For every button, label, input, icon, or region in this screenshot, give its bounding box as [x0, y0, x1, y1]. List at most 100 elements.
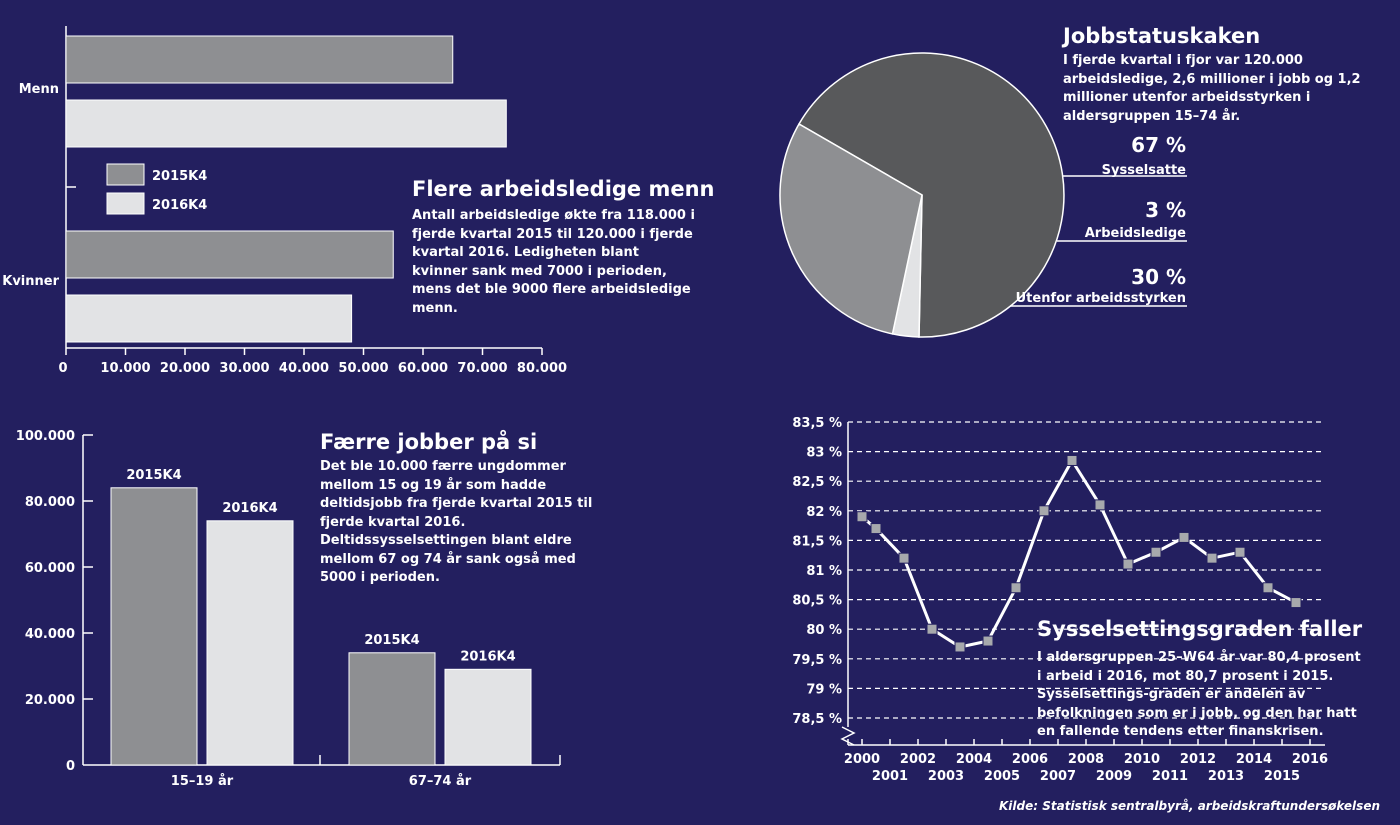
data-point-marker: [856, 511, 868, 523]
y-tick-label: 79,5 %: [792, 653, 842, 668]
x-tick-label: 2016: [1292, 752, 1328, 767]
x-tick-label: 2014: [1236, 752, 1272, 767]
x-tick-label: 2004: [956, 752, 992, 767]
x-tick-label: 40.000: [279, 361, 329, 376]
category-label: 15–19 år: [171, 774, 234, 789]
line-chart-text: I aldersgruppen 25–W64 år var 80,4 prose…: [1037, 650, 1361, 739]
data-point-marker: [1038, 505, 1050, 517]
pie-slice-percent: 30 %: [1131, 265, 1186, 289]
y-tick-label: 83 %: [806, 446, 842, 461]
y-tick-label: 82 %: [806, 505, 842, 520]
x-tick-label: 30.000: [219, 361, 269, 376]
data-point-marker: [1206, 552, 1218, 564]
part-time-chart-title: Færre jobber på si: [320, 430, 538, 454]
x-tick-label: 60.000: [398, 361, 448, 376]
x-tick-label: 2007: [1040, 769, 1076, 784]
bar-2015k4-0: [110, 487, 198, 766]
pie-slice-label: Sysselsatte: [1102, 163, 1187, 178]
pie-slice-percent: 3 %: [1145, 198, 1186, 222]
part-time-jobs-chart: 0 20.000 40.000 60.000 80.000 100.000 2015K4 20…: [16, 429, 561, 789]
pie-slice-sysselsatte: [797, 52, 1065, 338]
pie-slice-percent: 67 %: [1131, 133, 1186, 157]
y-tick-label: 80,5 %: [792, 594, 842, 609]
data-point-marker: [1122, 558, 1134, 570]
bar-2015k4-0: [65, 35, 454, 84]
legend-swatch: [106, 163, 145, 186]
x-tick-label: 2001: [872, 769, 908, 784]
y-tick-label: 82,5 %: [792, 475, 842, 490]
y-tick-label: 83,5 %: [792, 416, 842, 431]
bar-2016k4-0: [65, 99, 507, 148]
y-tick-label: 78,5 %: [792, 712, 842, 727]
line-chart-title: Sysselsettingsgraden faller: [1037, 617, 1363, 641]
data-point-marker: [1150, 546, 1162, 558]
x-tick-label: 2006: [1012, 752, 1048, 767]
employment-rate-line-chart: 78,5 % 79 % 79,5 % 80 % 80,5 % 81 % 81,5 % 82 %…: [792, 416, 1328, 784]
part-time-chart-text: Det ble 10.000 færre ungdommer mellom 15…: [320, 459, 593, 585]
x-tick-label: 2002: [900, 752, 936, 767]
category-label: Kvinner: [2, 274, 59, 289]
x-tick-label: 2009: [1096, 769, 1132, 784]
bar-2016k4-1: [65, 294, 353, 343]
x-tick-label: 80.000: [517, 361, 567, 376]
y-tick-label: 80.000: [25, 495, 75, 510]
y-tick-label: 60.000: [25, 561, 75, 576]
data-point-marker: [1094, 499, 1106, 511]
y-tick-label: 0: [66, 759, 75, 774]
y-tick-label: 80 %: [806, 623, 842, 638]
job-status-pie-chart: 67 % Sysselsatte 3 % Arbeidsledige 30 % Utenf…: [779, 52, 1187, 338]
unemployed-chart-text: Antall arbeidsledige økte fra 118.000 i …: [412, 208, 695, 316]
x-tick-label: 2000: [844, 752, 880, 767]
y-tick-label: 100.000: [16, 429, 75, 444]
data-point-marker: [926, 623, 938, 635]
data-point-marker: [1262, 582, 1274, 594]
bar-2016k4-1: [444, 668, 532, 766]
bar-series-label: 2016K4: [222, 501, 277, 516]
y-tick-label: 81,5 %: [792, 534, 842, 549]
y-tick-label: 40.000: [25, 627, 75, 642]
data-point-marker: [954, 641, 966, 653]
x-tick-label: 2012: [1180, 752, 1216, 767]
unemployed-by-gender-chart: 0 10.000 20.000 30.000 40.000 50.000 60.000 70.…: [2, 26, 567, 376]
data-point-marker: [1066, 454, 1078, 466]
data-point-marker: [1010, 582, 1022, 594]
pie-slice-label: Arbeidsledige: [1085, 226, 1186, 241]
legend-label: 2016K4: [152, 198, 207, 213]
x-tick-label: 0: [58, 361, 67, 376]
x-tick-label: 2011: [1152, 769, 1188, 784]
data-point-marker: [1178, 531, 1190, 543]
data-point-marker: [1290, 597, 1302, 609]
data-point-marker: [870, 523, 882, 535]
bar-series-label: 2015K4: [126, 468, 181, 483]
x-tick-label: 2008: [1068, 752, 1104, 767]
bar-series-label: 2015K4: [364, 633, 419, 648]
x-tick-label: 20.000: [160, 361, 210, 376]
data-point-marker: [982, 635, 994, 647]
source-credit: Kilde: Statistisk sentralbyrå, arbeidskr…: [999, 799, 1380, 813]
x-tick-label: 2010: [1124, 752, 1160, 767]
pie-chart-title: Jobbstatuskaken: [1063, 24, 1261, 48]
x-tick-label: 70.000: [457, 361, 507, 376]
pie-slice-label: Utenfor arbeidsstyrken: [1016, 291, 1186, 306]
category-label: 67–74 år: [409, 774, 472, 789]
x-tick-label: 2003: [928, 769, 964, 784]
data-point-marker: [1234, 546, 1246, 558]
y-tick-label: 81 %: [806, 564, 842, 579]
y-tick-label: 79 %: [806, 682, 842, 697]
legend-swatch: [106, 192, 145, 215]
x-tick-label: 2015: [1264, 769, 1300, 784]
bar-2016k4-0: [206, 520, 294, 766]
y-tick-label: 20.000: [25, 693, 75, 708]
x-tick-label: 2005: [984, 769, 1020, 784]
bar-2015k4-1: [65, 230, 394, 279]
bar-2015k4-1: [348, 652, 436, 766]
data-point-marker: [898, 552, 910, 564]
category-label: Menn: [19, 82, 59, 97]
x-tick-label: 50.000: [338, 361, 388, 376]
x-tick-label: 2013: [1208, 769, 1244, 784]
pie-slice-utenfor-arbeidsstyrken: [779, 122, 923, 335]
x-tick-label: 10.000: [100, 361, 150, 376]
unemployed-chart-title: Flere arbeidsledige menn: [412, 177, 715, 201]
bar-series-label: 2016K4: [460, 649, 515, 664]
